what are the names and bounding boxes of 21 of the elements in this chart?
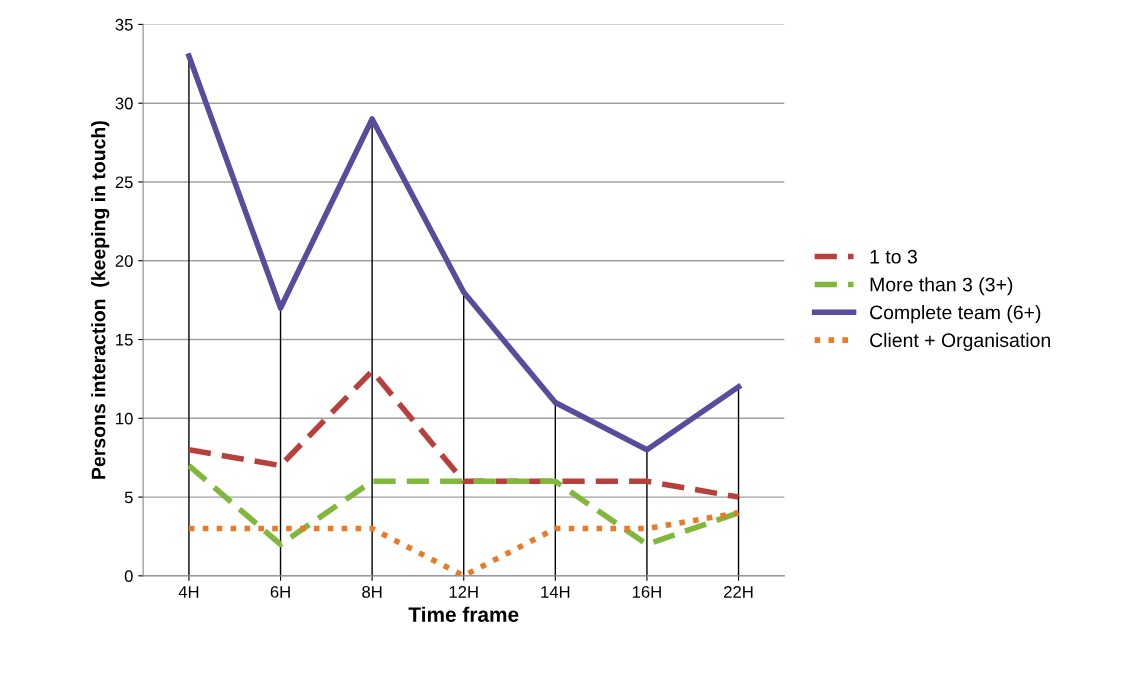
x-tick-label: 16H — [632, 586, 661, 598]
y-tick-label: 5 — [124, 491, 133, 504]
y-tick-label: 25 — [115, 176, 133, 189]
legend-label: Client + Organisation — [870, 332, 1050, 351]
x-tick-label: 8H — [362, 586, 382, 598]
legend-label: 1 to 3 — [870, 249, 917, 264]
legend-label: Complete team (6+) — [870, 305, 1041, 324]
y-tick-label: 10 — [116, 412, 133, 425]
x-tick-label: 12H — [449, 586, 478, 598]
x-tick-label: 22H — [724, 586, 753, 598]
legend-label: More than 3 (3+) — [870, 277, 1013, 296]
x-tick-label: 14H — [541, 586, 570, 598]
y-axis-title: Persons interaction (keeping in touch) — [91, 121, 110, 479]
y-tick-label: 20 — [115, 255, 133, 267]
y-tick-label: 30 — [115, 97, 133, 110]
y-tick-label: 35 — [115, 18, 133, 31]
x-tick-label: 6H — [270, 586, 290, 598]
y-tick-label: 15 — [116, 334, 133, 346]
x-axis-title: Time frame — [408, 606, 519, 622]
x-tick-label: 4H — [178, 586, 199, 598]
y-tick-label: 0 — [124, 570, 133, 583]
